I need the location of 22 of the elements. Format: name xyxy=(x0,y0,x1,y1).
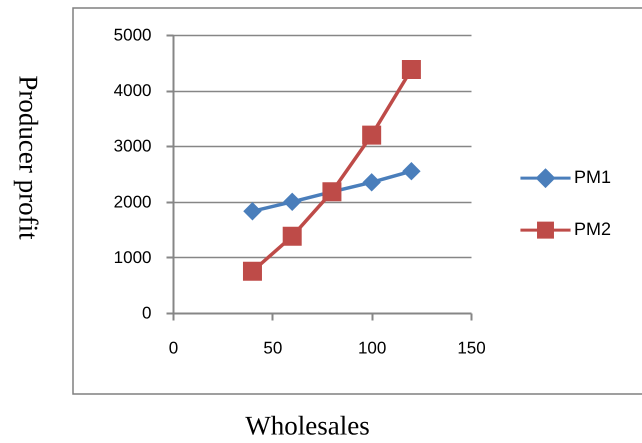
point xyxy=(243,202,262,220)
point xyxy=(282,226,302,246)
y-tick-label: 4000 xyxy=(114,81,152,100)
x-tick-label: 100 xyxy=(358,338,386,358)
point xyxy=(242,262,262,281)
y-tick-label: 3000 xyxy=(114,136,152,156)
point xyxy=(283,192,302,211)
point xyxy=(402,162,420,180)
legend-label: PM2 xyxy=(574,219,612,240)
y-tick-label: 5000 xyxy=(114,26,152,44)
point xyxy=(362,126,382,145)
point xyxy=(402,60,421,79)
x-tick-label: 0 xyxy=(168,338,178,358)
point xyxy=(362,173,381,192)
x-tick-label: 50 xyxy=(263,338,282,358)
x-tick-label: 150 xyxy=(457,338,486,358)
y-tick-label: 2000 xyxy=(114,192,152,212)
y-axis-title: Producer profit xyxy=(14,75,44,240)
legend-label: PM1 xyxy=(574,167,612,188)
x-axis-title: Wholesales xyxy=(245,410,370,440)
y-tick-label: 1000 xyxy=(114,248,152,267)
y-tick-label: 0 xyxy=(142,304,152,322)
